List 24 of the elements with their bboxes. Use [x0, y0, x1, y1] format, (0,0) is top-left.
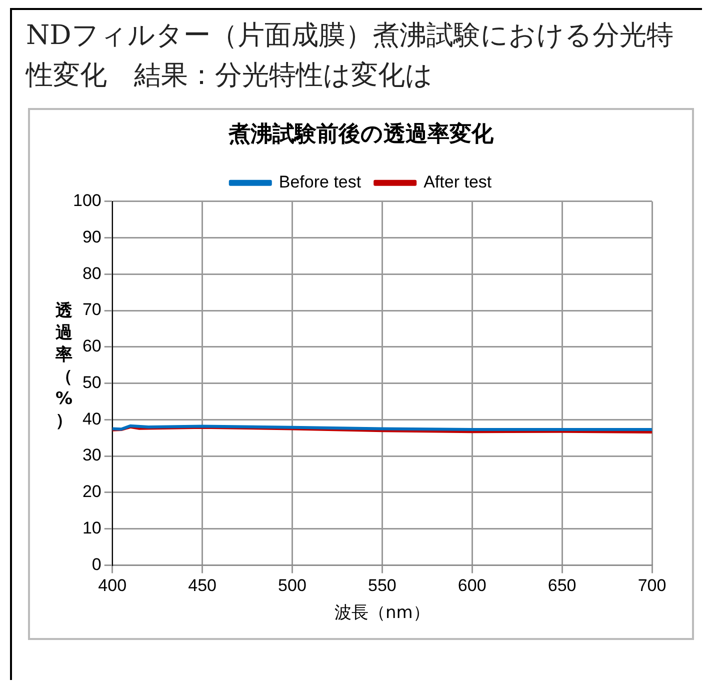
- x-tick-label: 400: [98, 576, 127, 596]
- y-tick-label: 0: [92, 554, 102, 574]
- x-tick-label: 550: [368, 576, 396, 596]
- legend-label: Before test: [278, 172, 362, 192]
- legend-label: After test: [424, 172, 492, 192]
- x-tick-label: 450: [188, 576, 216, 596]
- y-tick-label: 30: [82, 446, 102, 465]
- y-tick-label: 100: [72, 191, 102, 210]
- y-tick-label: 70: [82, 300, 102, 320]
- y-tick-label: 40: [82, 409, 102, 428]
- x-tick-label: 500: [278, 576, 306, 596]
- y-tick-label: 10: [82, 518, 102, 538]
- x-axis-title: 波長（nm）: [334, 603, 430, 624]
- x-tick-label: 700: [638, 576, 666, 596]
- y-tick-label: 50: [82, 372, 102, 392]
- y-tick-label: 90: [82, 227, 102, 246]
- y-tick-label: 80: [82, 264, 102, 283]
- x-tick-label: 600: [458, 576, 486, 596]
- chart-title: NDフィルター（片面成膜）煮沸試験における分光特性変化 結果：分光特性は変化は: [24, 19, 674, 93]
- chart-subtitle: 煮沸試験前後の透過率変化: [228, 120, 494, 147]
- y-tick-label: 20: [82, 482, 102, 502]
- x-tick-label: 650: [548, 576, 576, 596]
- y-axis-title: 透過率（%）: [54, 300, 74, 432]
- y-tick-label: 60: [82, 336, 102, 356]
